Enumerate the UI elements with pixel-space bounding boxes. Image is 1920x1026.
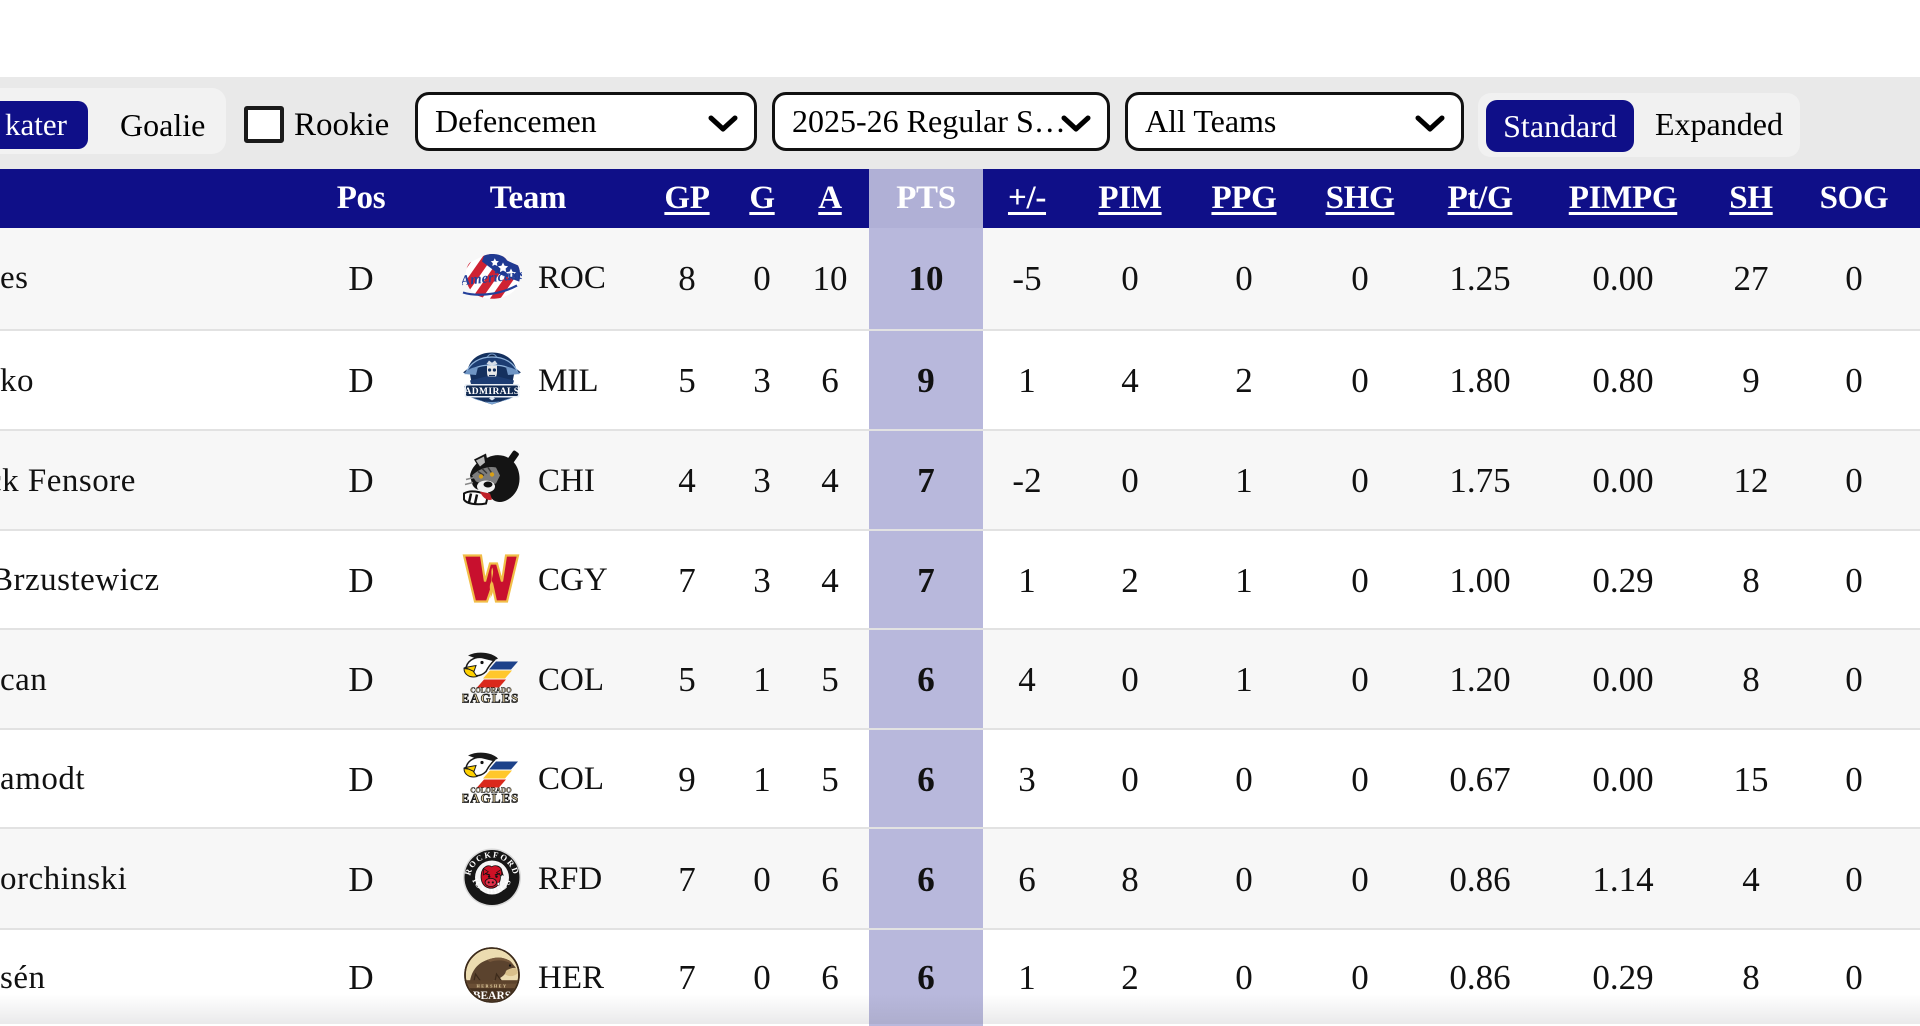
svg-text:COLORADO: COLORADO (470, 687, 512, 695)
svg-text:COLORADO: COLORADO (470, 786, 512, 794)
svg-text:EAGLES: EAGLES (462, 790, 518, 803)
svg-text:EAGLES: EAGLES (462, 691, 518, 704)
svg-text:ADMIRALS: ADMIRALS (465, 387, 520, 397)
svg-text:HERSHEY: HERSHEY (477, 984, 508, 989)
svg-text:BEARS: BEARS (473, 990, 511, 1002)
svg-text:Americans: Americans (462, 266, 522, 289)
